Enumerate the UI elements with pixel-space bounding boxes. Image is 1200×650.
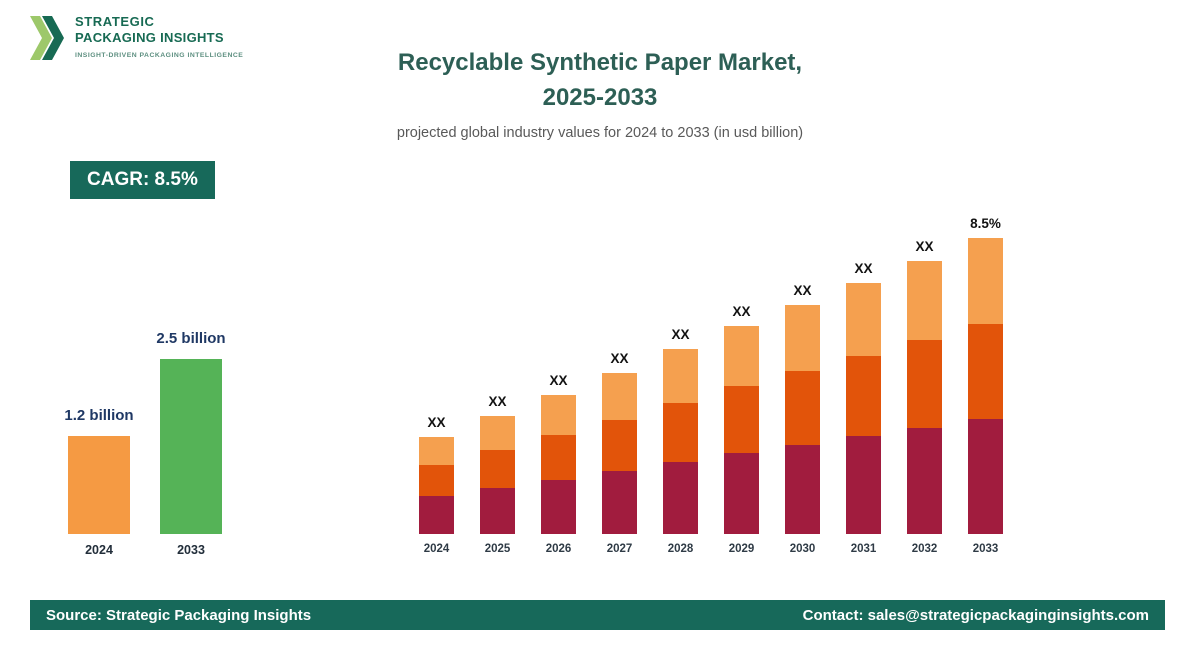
footer-source: Source: Strategic Packaging Insights (46, 606, 312, 624)
mini-bar-year-label: 2024 (85, 543, 113, 557)
stacked-bar-column: XX 2031 (846, 261, 881, 557)
bar-year-label: 2026 (545, 543, 572, 555)
stacked-bar-column: XX 2032 (907, 239, 942, 557)
stacked-bar-column: XX 2025 (480, 394, 515, 557)
bar-segment-bottom (541, 479, 576, 534)
bar-segment-top (724, 326, 759, 387)
stacked-bar-column: XX 2026 (541, 373, 576, 557)
bar-value-label: XX (671, 327, 690, 342)
brand-logo-text: STRATEGIC PACKAGING INSIGHTS INSIGHT-DRI… (75, 14, 243, 59)
mini-bar-value-label: 1.2 billion (64, 407, 134, 424)
bar-segment-middle (663, 402, 698, 462)
stacked-bar (724, 326, 759, 534)
stacked-bar (968, 238, 1003, 534)
bar-segment-bottom (785, 444, 820, 534)
bar-year-label: 2028 (667, 543, 694, 555)
stacked-bar (419, 437, 454, 534)
bar-year-label: 2027 (606, 543, 633, 555)
footer-bar: Source: Strategic Packaging Insights Con… (30, 600, 1165, 630)
mini-bar-value-label: 2.5 billion (156, 330, 226, 347)
mini-bar-column: 2.5 billion 2033 (156, 330, 225, 557)
brand-name-line2: PACKAGING INSIGHTS (75, 30, 224, 46)
bar-year-label: 2029 (728, 543, 755, 555)
bar-year-label: 2031 (850, 543, 877, 555)
bar-value-label: XX (854, 261, 873, 276)
bar-segment-middle (541, 435, 576, 480)
bar-segment-bottom (419, 496, 454, 534)
stacked-bar (480, 416, 515, 534)
bar-year-label: 2033 (972, 543, 999, 555)
bar-segment-middle (785, 371, 820, 445)
bar-segment-bottom (602, 471, 637, 534)
bar-segment-bottom (663, 461, 698, 534)
mini-bar (68, 436, 130, 534)
footer-contact: Contact: sales@strategicpackaginginsight… (802, 606, 1149, 624)
stacked-bar-column: 8.5% 2033 (968, 216, 1003, 557)
bar-segment-middle (846, 355, 881, 437)
bar-value-label: XX (793, 283, 812, 298)
bar-segment-bottom (846, 436, 881, 534)
bar-segment-middle (907, 340, 942, 428)
bar-value-label: XX (549, 373, 568, 388)
bar-segment-middle (602, 419, 637, 472)
bar-segment-bottom (968, 418, 1003, 534)
stacked-bar-column: XX 2028 (663, 327, 698, 557)
bar-value-label: 8.5% (970, 216, 1001, 231)
bar-value-label: XX (915, 239, 934, 254)
stacked-bar-column: XX 2027 (602, 351, 637, 557)
stacked-bar (663, 349, 698, 534)
bar-value-label: XX (610, 351, 629, 366)
stacked-bar (785, 305, 820, 534)
bar-segment-top (541, 395, 576, 436)
bar-segment-bottom (480, 487, 515, 534)
bar-value-label: XX (427, 415, 446, 430)
bar-year-label: 2032 (911, 543, 938, 555)
bar-segment-top (907, 261, 942, 341)
bar-segment-bottom (907, 427, 942, 534)
stacked-bar-column: XX 2029 (724, 304, 759, 557)
mini-bar-column: 1.2 billion 2024 (64, 407, 133, 557)
bar-segment-top (602, 373, 637, 420)
bar-value-label: XX (732, 304, 751, 319)
bar-segment-top (663, 349, 698, 403)
bar-year-label: 2025 (484, 543, 511, 555)
bar-segment-bottom (724, 452, 759, 534)
brand-tagline: INSIGHT-DRIVEN PACKAGING INTELLIGENCE (75, 51, 244, 59)
cagr-badge: CAGR: 8.5% (70, 161, 215, 199)
chart-subtitle: projected global industry values for 202… (396, 124, 804, 141)
bar-year-label: 2030 (789, 543, 816, 555)
bar-segment-top (480, 416, 515, 451)
bar-segment-top (419, 437, 454, 466)
bar-segment-top (846, 283, 881, 356)
mini-bar-chart: 1.2 billion 2024 2.5 billion 2033 (64, 330, 225, 557)
bar-year-label: 2024 (423, 543, 450, 555)
bar-segment-middle (419, 465, 454, 497)
mini-bar-year-label: 2033 (177, 543, 205, 557)
mini-bar (160, 359, 222, 534)
chart-title-line1: Recyclable Synthetic Paper Market, (397, 49, 803, 76)
stacked-bar-chart: XX 2024 XX 2025 XX 2026 XX 2027 XX 2028 XX 2029 XX 20… (419, 216, 1003, 557)
bar-segment-middle (724, 386, 759, 453)
bar-segment-top (968, 238, 1003, 324)
stacked-bar (602, 373, 637, 534)
brand-logo: STRATEGIC PACKAGING INSIGHTS INSIGHT-DRI… (30, 14, 243, 67)
chart-title-line2: 2025-2033 (542, 83, 658, 111)
bar-segment-middle (968, 323, 1003, 419)
bar-value-label: XX (488, 394, 507, 409)
stacked-bar-column: XX 2024 (419, 415, 454, 557)
chevron-logo-icon (30, 14, 66, 67)
stacked-bar-column: XX 2030 (785, 283, 820, 557)
bar-segment-middle (480, 450, 515, 488)
stacked-bar (907, 261, 942, 534)
stacked-bar (541, 395, 576, 534)
stacked-bar (846, 283, 881, 534)
brand-name-line1: STRATEGIC (75, 14, 155, 29)
bar-segment-top (785, 305, 820, 372)
chart-title-block: Recyclable Synthetic Paper Market, 2025-… (0, 46, 1200, 141)
